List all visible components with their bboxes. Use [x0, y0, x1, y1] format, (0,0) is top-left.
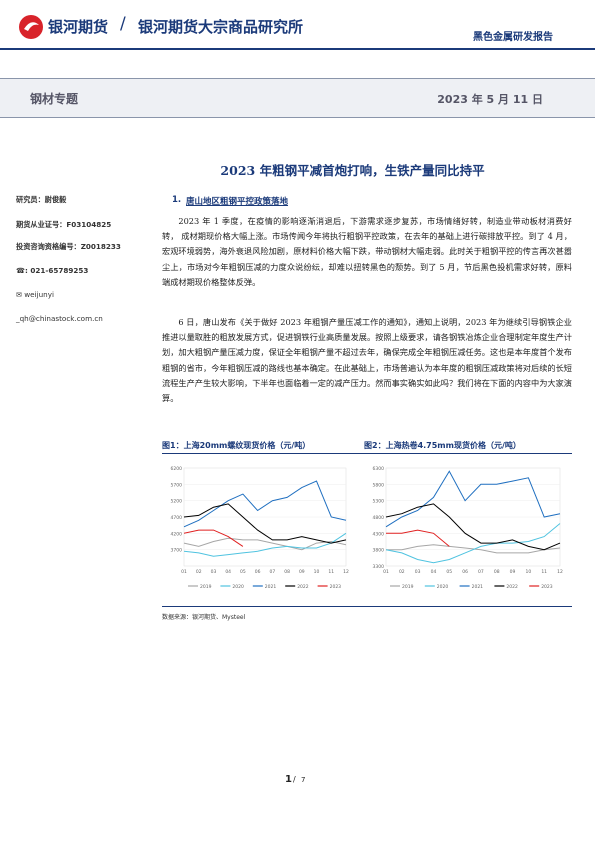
sidebar-item: 研究员：尉俊毅 — [16, 195, 67, 204]
y-tick-label: 3300 — [373, 564, 385, 570]
y-tick-label: 3700 — [171, 548, 183, 554]
y-tick-label: 4800 — [373, 515, 385, 521]
sidebar-item: 投资咨询资格编号：Z0018233 — [16, 242, 121, 251]
x-tick-label: 01 — [181, 569, 187, 575]
x-tick-label: 07 — [478, 569, 484, 575]
sidebar-item: 期货从业证号：F03104825 — [16, 220, 112, 229]
series-line — [183, 537, 347, 551]
legend-label: 2022 — [297, 584, 309, 590]
legend-label: 2019 — [402, 584, 414, 590]
page-current: 1 — [285, 774, 292, 785]
x-tick-label: 03 — [415, 569, 421, 575]
series-line — [385, 523, 561, 564]
x-tick-label: 08 — [284, 569, 290, 575]
source-rule — [162, 606, 572, 607]
legend-label: 2022 — [506, 584, 518, 590]
section-heading: 唐山地区粗钢平控政策落地 — [186, 197, 289, 207]
series-line — [386, 529, 450, 547]
legend-label: 2021 — [265, 584, 277, 590]
series-line — [385, 503, 561, 551]
x-tick-label: 12 — [557, 569, 563, 575]
legend-label: 2023 — [330, 584, 342, 590]
chart: 3700 4200 4700 5200 5700 6200 01 02 03 04 05 06 07 08… — [171, 466, 349, 590]
source: 数据来源：银河期货、Mysteel — [162, 614, 246, 621]
legend-label: 2019 — [200, 584, 212, 590]
caption-rule — [162, 453, 572, 454]
legend-label: 2020 — [232, 584, 244, 590]
x-tick-label: 05 — [240, 569, 246, 575]
sidebar-item: _qh@chinastock.com.cn — [16, 314, 103, 323]
page-total: 7 — [301, 776, 306, 784]
report-type: 黑色金属研发报告 — [473, 32, 553, 43]
x-tick-label: 04 — [225, 569, 231, 575]
x-tick-label: 12 — [343, 569, 349, 575]
series-line — [385, 470, 561, 528]
y-tick-label: 5300 — [373, 499, 385, 505]
chart: 3300 3800 4300 4800 5300 5800 6300 01 02 03 04 05 06… — [373, 466, 563, 590]
series-line — [183, 503, 347, 544]
x-tick-label: 03 — [211, 569, 217, 575]
x-tick-label: 07 — [269, 569, 275, 575]
x-tick-label: 11 — [541, 569, 547, 575]
y-tick-label: 4200 — [171, 531, 183, 537]
institute: 银河期货大宗商品研究所 — [138, 18, 304, 36]
brand: 银河期货 — [48, 18, 109, 36]
legend-label: 2020 — [437, 584, 449, 590]
paragraph: 6 日，唐山发布《关于做好 2023 年粗钢产量压减工作的通知》，通知上说明，2… — [162, 317, 572, 404]
x-tick-label: 11 — [328, 569, 334, 575]
figure-caption: 图2：上海热卷4.75mm现货价格（元/吨） — [364, 441, 521, 450]
y-tick-label: 4300 — [373, 531, 385, 537]
series-line — [183, 529, 244, 547]
sidebar-item: ✉ weijunyi — [16, 290, 54, 299]
x-tick-label: 05 — [446, 569, 452, 575]
x-tick-label: 09 — [299, 569, 305, 575]
figure-caption: 图1：上海20mm螺纹现货价格（元/吨） — [162, 441, 311, 450]
series-line — [386, 544, 561, 554]
x-tick-label: 10 — [314, 569, 320, 575]
series-line — [183, 480, 347, 528]
slash: / — [120, 14, 126, 34]
x-tick-label: 09 — [510, 569, 516, 575]
paragraph: 2023 年 1 季度，在疫情的影响逐渐消退后，下游需求逐步复苏，市场情绪好转，… — [162, 216, 572, 287]
series-line — [183, 532, 347, 557]
y-tick-label: 3800 — [373, 548, 385, 554]
date: 2023 年 5 月 11 日 — [437, 93, 543, 106]
x-tick-label: 08 — [494, 569, 500, 575]
x-tick-label: 02 — [196, 569, 202, 575]
section-number: 1. — [172, 195, 182, 205]
y-tick-label: 5700 — [171, 482, 183, 488]
band — [0, 78, 595, 118]
x-tick-label: 02 — [399, 569, 405, 575]
x-tick-label: 01 — [383, 569, 389, 575]
y-tick-label: 4700 — [171, 515, 183, 521]
page-sep: / — [293, 775, 296, 784]
legend-label: 2021 — [472, 584, 484, 590]
legend-label: 2023 — [541, 584, 553, 590]
title: 2023 年粗钢平减首炮打响，生铁产量同比持平 — [220, 163, 485, 178]
x-tick-label: 04 — [431, 569, 437, 575]
topic: 钢材专题 — [30, 92, 79, 106]
y-tick-label: 6200 — [171, 466, 183, 472]
y-tick-label: 6300 — [373, 466, 385, 472]
x-tick-label: 10 — [525, 569, 531, 575]
y-tick-label: 5200 — [171, 499, 183, 505]
y-tick-label: 5800 — [373, 482, 385, 488]
logo — [19, 15, 43, 39]
sidebar-item: ☎: 021-65789253 — [16, 266, 89, 275]
x-tick-label: 06 — [462, 569, 468, 575]
x-tick-label: 06 — [255, 569, 261, 575]
header-rule — [0, 48, 595, 50]
